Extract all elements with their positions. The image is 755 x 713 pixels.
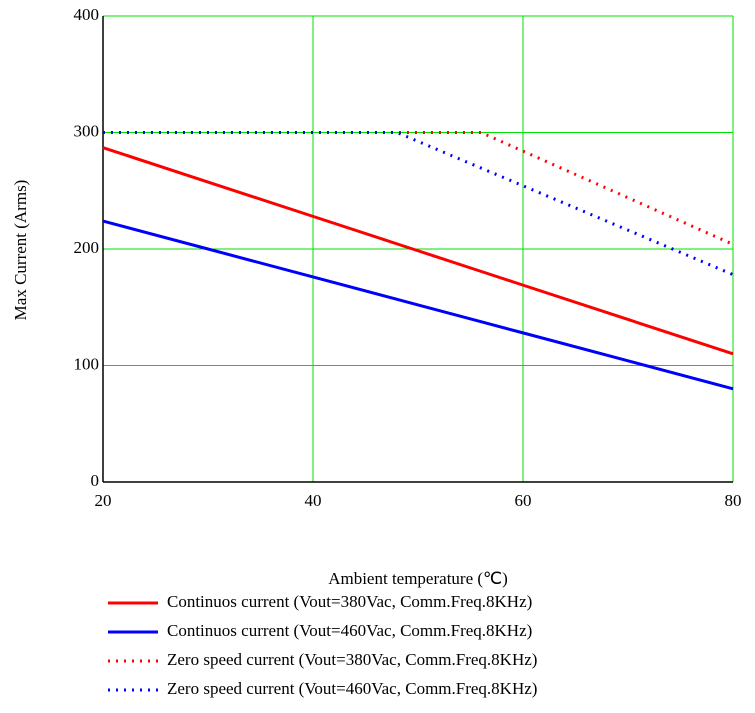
y-tick-label: 400 bbox=[74, 5, 100, 24]
series-line bbox=[102, 146, 734, 356]
series-line bbox=[103, 131, 734, 277]
y-tick-label: 100 bbox=[74, 354, 100, 373]
y-tick-label: 200 bbox=[74, 238, 100, 257]
legend-label: Zero speed current (Vout=460Vac, Comm.Fr… bbox=[167, 679, 537, 698]
x-tick-label: 40 bbox=[305, 491, 322, 510]
y-axis-title: Max Current (Arms) bbox=[11, 180, 30, 321]
y-tick-label: 0 bbox=[91, 471, 100, 490]
x-tick-label: 80 bbox=[725, 491, 742, 510]
series-line bbox=[103, 131, 734, 246]
x-tick-label: 20 bbox=[95, 491, 112, 510]
x-tick-label: 60 bbox=[515, 491, 532, 510]
y-tick-label: 300 bbox=[74, 121, 100, 140]
series-line bbox=[102, 219, 734, 391]
x-axis-title: Ambient temperature (℃) bbox=[328, 569, 508, 588]
legend-label: Continuos current (Vout=380Vac, Comm.Fre… bbox=[167, 592, 532, 611]
legend-label: Continuos current (Vout=460Vac, Comm.Fre… bbox=[167, 621, 532, 640]
legend-label: Zero speed current (Vout=380Vac, Comm.Fr… bbox=[167, 650, 537, 669]
